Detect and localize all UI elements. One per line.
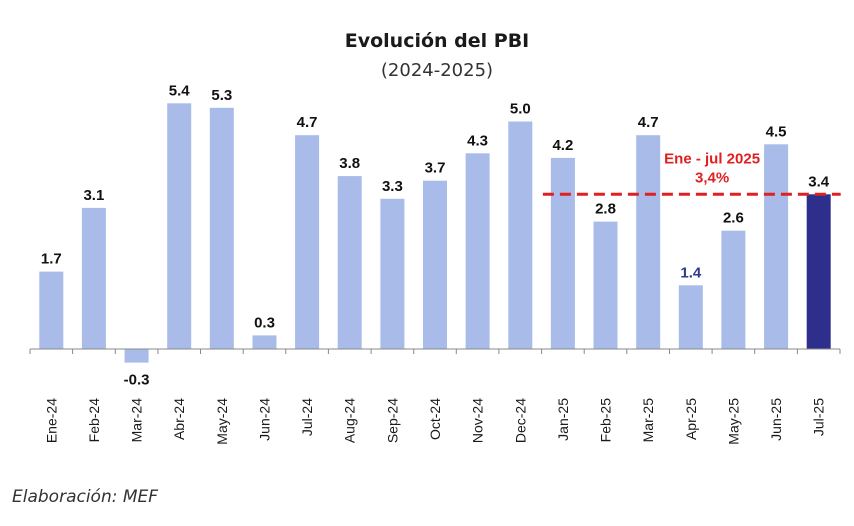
data-label-jun-24: 0.3 xyxy=(254,314,275,331)
data-label-may-25: 2.6 xyxy=(723,210,744,227)
data-label-mar-24: -0.3 xyxy=(124,372,150,389)
data-label-mar-25: 4.7 xyxy=(638,114,659,131)
data-label-jul-24: 4.7 xyxy=(297,114,318,131)
x-tick-label-abr-24: Abr-24 xyxy=(171,398,187,440)
x-tick-label-may-25: May-25 xyxy=(725,398,741,445)
data-label-feb-24: 3.1 xyxy=(83,187,104,204)
data-label-jul-25: 3.4 xyxy=(808,173,830,190)
x-tick-label-dec-24: Dec-24 xyxy=(512,398,528,443)
x-axis-ticks xyxy=(29,349,841,354)
bar-feb-25 xyxy=(593,221,618,349)
bar-mar-24 xyxy=(124,349,149,363)
x-tick-label-sep-24: Sep-24 xyxy=(384,398,400,443)
data-label-dec-24: 5.0 xyxy=(510,101,531,118)
data-label-feb-25: 2.8 xyxy=(595,201,616,218)
x-tick-label-jul-24: Jul-24 xyxy=(299,398,315,436)
x-tick-label-feb-25: Feb-25 xyxy=(598,398,614,443)
data-label-jan-25: 4.2 xyxy=(552,137,573,154)
data-label-aug-24: 3.8 xyxy=(339,155,360,172)
data-label-jun-25: 4.5 xyxy=(766,123,787,140)
x-tick-label-mar-25: Mar-25 xyxy=(640,398,656,443)
bars-group xyxy=(39,103,831,363)
data-label-may-24: 5.3 xyxy=(211,87,232,104)
bar-aug-24 xyxy=(337,176,362,349)
bar-may-25 xyxy=(721,230,746,349)
x-tick-label-aug-24: Aug-24 xyxy=(342,398,358,443)
data-labels-group: 1.7 3.1 -0.3 5.4 5.3 0.3 4.7 3.8 3.3 3.7 4.3 5.0 4.2… xyxy=(41,82,830,388)
chart-title: Evolución del PBI xyxy=(345,30,530,52)
chart-subtitle: (2024-2025) xyxy=(381,60,493,81)
source-note: Elaboración: MEF xyxy=(12,487,159,507)
bar-sep-24 xyxy=(380,198,405,349)
x-tick-label-ene-24: Ene-24 xyxy=(43,398,59,443)
bar-may-24 xyxy=(209,107,234,349)
x-tick-label-jun-24: Jun-24 xyxy=(257,398,273,441)
bar-jul-25 xyxy=(806,194,831,349)
data-label-apr-25: 1.4 xyxy=(680,264,702,281)
data-label-abr-24: 5.4 xyxy=(169,82,191,99)
x-tick-labels-group: Ene-24 Feb-24 Mar-24 Abr-24 May-24 Jun-24 Jul-… xyxy=(43,398,826,445)
reference-label-value: 3,4% xyxy=(695,169,729,186)
bar-jan-25 xyxy=(550,157,575,349)
data-label-oct-24: 3.7 xyxy=(425,160,446,177)
bar-mar-25 xyxy=(636,135,661,349)
x-tick-label-jun-25: Jun-25 xyxy=(768,398,784,441)
x-tick-label-feb-24: Feb-24 xyxy=(86,398,102,443)
x-tick-label-oct-24: Oct-24 xyxy=(427,398,443,440)
bar-ene-24 xyxy=(39,271,64,349)
bar-jun-24 xyxy=(252,335,277,349)
reference-label-period: Ene - jul 2025 xyxy=(664,150,760,167)
x-tick-label-may-24: May-24 xyxy=(214,398,230,445)
bar-apr-25 xyxy=(678,285,703,349)
x-tick-label-jul-25: Jul-25 xyxy=(811,398,827,436)
x-tick-label-jan-25: Jan-25 xyxy=(555,398,571,441)
bar-abr-24 xyxy=(167,103,192,349)
bar-jul-24 xyxy=(295,135,320,349)
bar-dec-24 xyxy=(508,121,533,349)
bar-oct-24 xyxy=(423,180,447,349)
bar-feb-24 xyxy=(81,207,106,349)
data-label-nov-24: 4.3 xyxy=(467,132,488,149)
bar-jun-25 xyxy=(764,144,789,350)
x-tick-label-nov-24: Nov-24 xyxy=(470,398,486,443)
data-label-sep-24: 3.3 xyxy=(382,178,403,195)
bar-nov-24 xyxy=(465,153,490,349)
x-tick-label-mar-24: Mar-24 xyxy=(129,398,145,443)
data-label-ene-24: 1.7 xyxy=(41,251,62,268)
x-tick-label-apr-25: Apr-25 xyxy=(683,398,699,440)
